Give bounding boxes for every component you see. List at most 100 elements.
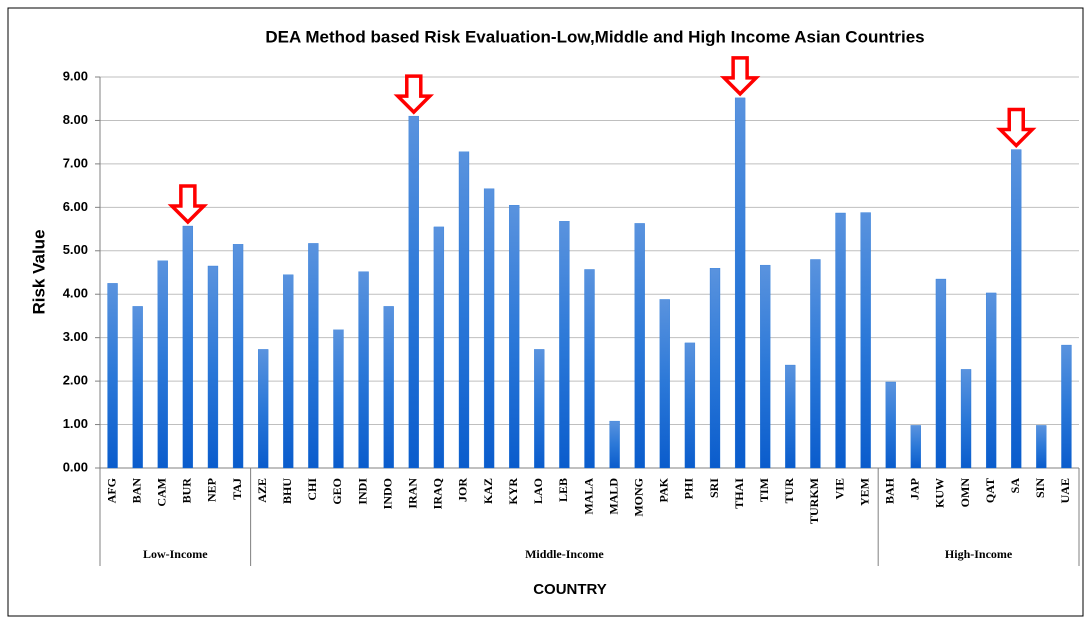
bar: [107, 283, 118, 469]
bar: [1011, 149, 1022, 469]
group-label: Low-Income: [143, 547, 208, 561]
x-tick-label: PAK: [657, 477, 671, 502]
arrow-marker: [393, 74, 435, 115]
bar: [333, 329, 344, 469]
x-tick-label: SRI: [707, 478, 721, 498]
x-tick-label: UAE: [1058, 478, 1072, 503]
x-tick-label: TAJ: [230, 478, 244, 500]
bar: [132, 306, 143, 469]
x-tick-label: GEO: [330, 478, 344, 505]
x-tick-label: IRAN: [406, 478, 420, 509]
x-tick-label: AFG: [104, 478, 118, 503]
x-tick-label: TURKM: [807, 478, 821, 524]
bar: [358, 271, 369, 469]
x-tick-label: MONG: [631, 478, 645, 517]
arrow-marker: [996, 107, 1037, 149]
bar: [182, 225, 194, 469]
bar: [709, 268, 721, 469]
bar: [835, 212, 846, 469]
x-tick-label: BAH: [882, 477, 896, 504]
x-tick-label: SA: [1008, 478, 1022, 494]
chart-title: DEA Method based Risk Evaluation-Low,Mid…: [265, 27, 924, 46]
bar: [383, 306, 394, 469]
x-tick-label: BUR: [180, 478, 194, 504]
bar: [985, 292, 997, 469]
x-tick-label: KUW: [933, 478, 947, 508]
bar: [458, 151, 470, 469]
x-tick-label: TUR: [782, 478, 796, 504]
bar: [659, 299, 670, 469]
x-axis-label: COUNTRY: [533, 581, 607, 598]
bar: [860, 212, 871, 469]
y-tick-label: 8.00: [63, 112, 88, 127]
bar: [584, 269, 595, 469]
x-tick-label: JAP: [908, 478, 922, 500]
bar: [157, 260, 168, 469]
x-tick-label: KAZ: [481, 478, 495, 504]
x-tick-label: LAO: [531, 478, 545, 504]
bar: [810, 259, 821, 469]
x-tick-label: VIE: [832, 478, 846, 499]
bar: [483, 188, 495, 469]
x-tick-label: CAM: [155, 478, 169, 507]
bar: [559, 221, 570, 469]
bar: [885, 381, 896, 469]
x-tick-label: SIN: [1033, 478, 1047, 498]
y-tick-label: 3.00: [63, 329, 88, 344]
x-tick-label: BHU: [280, 478, 294, 504]
y-tick-label: 2.00: [63, 373, 88, 388]
bar: [684, 342, 696, 469]
x-tick-label: MALA: [581, 478, 595, 515]
y-axis-label: Risk Value: [29, 229, 48, 314]
bar: [283, 274, 294, 469]
x-tick-label: AZE: [255, 478, 269, 503]
x-tick-label: QAT: [983, 478, 997, 503]
bar: [960, 369, 972, 469]
arrow-marker: [167, 184, 209, 225]
y-tick-label: 0.00: [63, 459, 88, 474]
bar: [734, 97, 746, 469]
x-tick-label: LEB: [556, 478, 570, 502]
y-tick-label: 6.00: [63, 199, 88, 214]
bar: [207, 265, 219, 469]
bar: [258, 349, 269, 469]
bar: [408, 115, 419, 469]
x-tick-label: BAN: [129, 478, 143, 504]
bar: [760, 264, 771, 469]
x-tick-label: IRAQ: [431, 478, 445, 509]
arrow-marker: [719, 56, 761, 97]
y-tick-label: 7.00: [63, 155, 88, 170]
group-label: High-Income: [945, 547, 1013, 561]
bar: [910, 425, 921, 469]
x-tick-label: NEP: [205, 478, 219, 502]
x-tick-label: THAI: [732, 478, 746, 509]
bar: [232, 244, 244, 469]
bar: [433, 226, 445, 469]
y-tick-label: 9.00: [63, 68, 88, 83]
chart-border: [7, 7, 1084, 617]
bar: [634, 223, 645, 469]
x-tick-label: TIM: [757, 478, 771, 502]
bar: [1061, 344, 1072, 469]
x-tick-label: YEM: [857, 478, 871, 506]
x-tick-label: JOR: [456, 478, 470, 502]
x-tick-label: INDO: [380, 478, 394, 509]
bar: [935, 278, 947, 469]
y-tick-label: 4.00: [63, 286, 88, 301]
x-tick-label: PHI: [682, 478, 696, 500]
group-label: Middle-Income: [525, 547, 604, 561]
bar: [609, 420, 620, 469]
x-tick-label: INDI: [355, 478, 369, 505]
x-tick-label: MALD: [606, 478, 620, 515]
bar: [1036, 425, 1047, 469]
x-tick-label: CHI: [305, 478, 319, 501]
bar: [785, 364, 796, 469]
x-tick-label: KYR: [506, 478, 520, 505]
bar: [509, 205, 520, 469]
y-tick-label: 5.00: [63, 242, 88, 257]
x-tick-label: OMN: [958, 478, 972, 508]
bar: [308, 243, 319, 469]
bar: [534, 349, 545, 469]
y-tick-label: 1.00: [63, 416, 88, 431]
